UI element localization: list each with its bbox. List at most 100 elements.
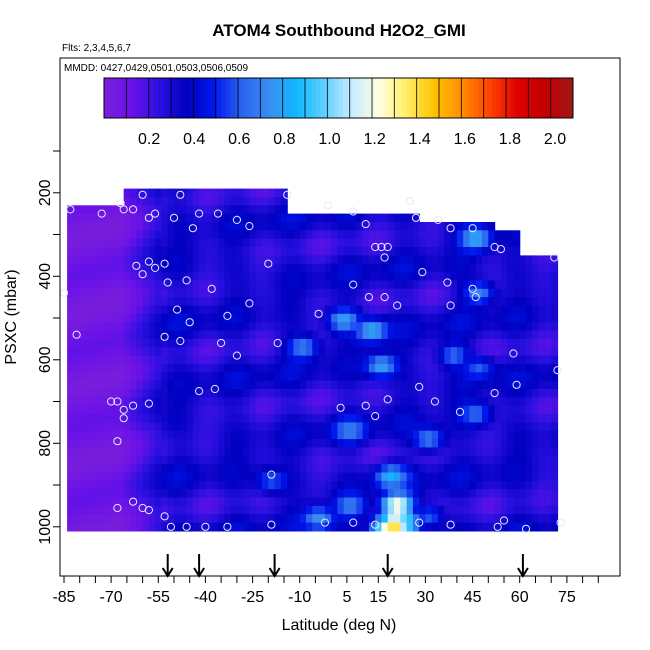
heatmap-cell [406,505,414,515]
heatmap-cell [136,372,144,382]
heatmap-cell [130,297,137,306]
heatmap-cell [79,372,87,382]
heatmap-cell [243,222,251,231]
heatmap-cell [519,313,527,323]
heatmap-cell [513,255,521,265]
heatmap-cell [400,255,408,265]
observation-point [371,412,380,421]
heatmap-cell [136,397,144,407]
heatmap-cell [394,305,401,315]
observation-point [509,349,518,358]
heatmap-cell [123,514,131,524]
colorbar-tick-label: 2.0 [544,131,566,148]
heatmap-cell [111,380,118,390]
heatmap-cell [230,247,238,256]
heatmap-cell [356,480,364,490]
heatmap-cell [444,263,452,273]
heatmap-cell [488,280,496,290]
heatmap-cell [356,330,364,340]
heatmap-cell [155,430,162,440]
heatmap-cell [400,514,408,524]
heatmap-cell [130,414,137,423]
heatmap-cell [412,372,420,382]
heatmap-cell [425,455,433,465]
heatmap-cell [205,213,213,223]
heatmap-cell [381,322,389,332]
heatmap-cell [86,514,93,524]
x-tick-label: -10 [288,589,311,606]
heatmap-cell [400,230,408,240]
heatmap-cell [67,322,74,332]
heatmap-cell [544,505,552,515]
heatmap-cell [463,238,471,248]
heatmap-cell [312,272,320,281]
colorbar-frame [103,77,574,119]
heatmap-cell [268,330,276,340]
heatmap-cell [123,439,131,448]
heatmap-cell [306,263,313,273]
heatmap-cell [331,447,339,457]
heatmap-cell [123,255,131,265]
heatmap-cell [406,322,414,332]
heatmap-cell [161,380,169,390]
heatmap-cell [519,372,527,382]
heatmap-cell [312,330,320,340]
heatmap-cell [123,522,131,532]
heatmap-cell [111,430,118,440]
heatmap-cell [475,397,483,407]
heatmap-cell [538,330,546,340]
heatmap-cell [475,447,483,457]
heatmap-cell [180,288,188,298]
colorbar-segment [275,78,281,118]
heatmap-cell [104,288,112,298]
heatmap-cell [211,397,219,407]
heatmap-cell [287,263,295,273]
heatmap-cell [526,414,533,423]
observation-point [446,301,455,310]
heatmap-cell [306,213,313,223]
heatmap-cell [519,288,527,298]
heatmap-cell [293,380,301,390]
heatmap-cell [136,439,144,448]
heatmap-cell [243,247,251,256]
heatmap-cell [180,238,188,248]
observation-point [371,520,380,529]
heatmap-cell [368,355,376,365]
heatmap-cell [456,380,464,390]
heatmap-cell [412,222,420,231]
heatmap-cell [155,213,162,223]
heatmap-cell [161,414,169,423]
heatmap-cell [318,505,326,515]
heatmap-cell [337,330,345,340]
heatmap-cell [98,447,106,457]
heatmap-cell [412,489,420,499]
heatmap-cell [412,322,420,332]
heatmap-cell [111,230,118,240]
heatmap-cell [230,414,238,423]
heatmap-cell [236,464,244,473]
heatmap-cell [456,330,464,340]
heatmap-cell [73,447,81,457]
heatmap-cell [513,330,521,340]
heatmap-cell [375,447,383,457]
heatmap-cell [475,313,483,323]
heatmap-cell [306,380,313,390]
heatmap-cell [155,322,162,332]
heatmap-cell [148,288,156,298]
heatmap-cell [92,280,100,290]
heatmap-cell [456,397,464,407]
heatmap-cell [494,522,502,532]
heatmap-cell [299,380,307,390]
heatmap-cell [387,255,395,265]
heatmap-cell [337,288,345,298]
heatmap-cell [205,288,213,298]
heatmap-cell [243,363,251,373]
heatmap-cell [155,497,162,507]
heatmap-cell [343,389,351,398]
heatmap-cell [362,297,370,306]
heatmap-cell [205,414,213,423]
heatmap-cell [337,447,345,457]
heatmap-cell [92,455,100,465]
heatmap-cell [350,405,357,415]
heatmap-cell [431,447,439,457]
